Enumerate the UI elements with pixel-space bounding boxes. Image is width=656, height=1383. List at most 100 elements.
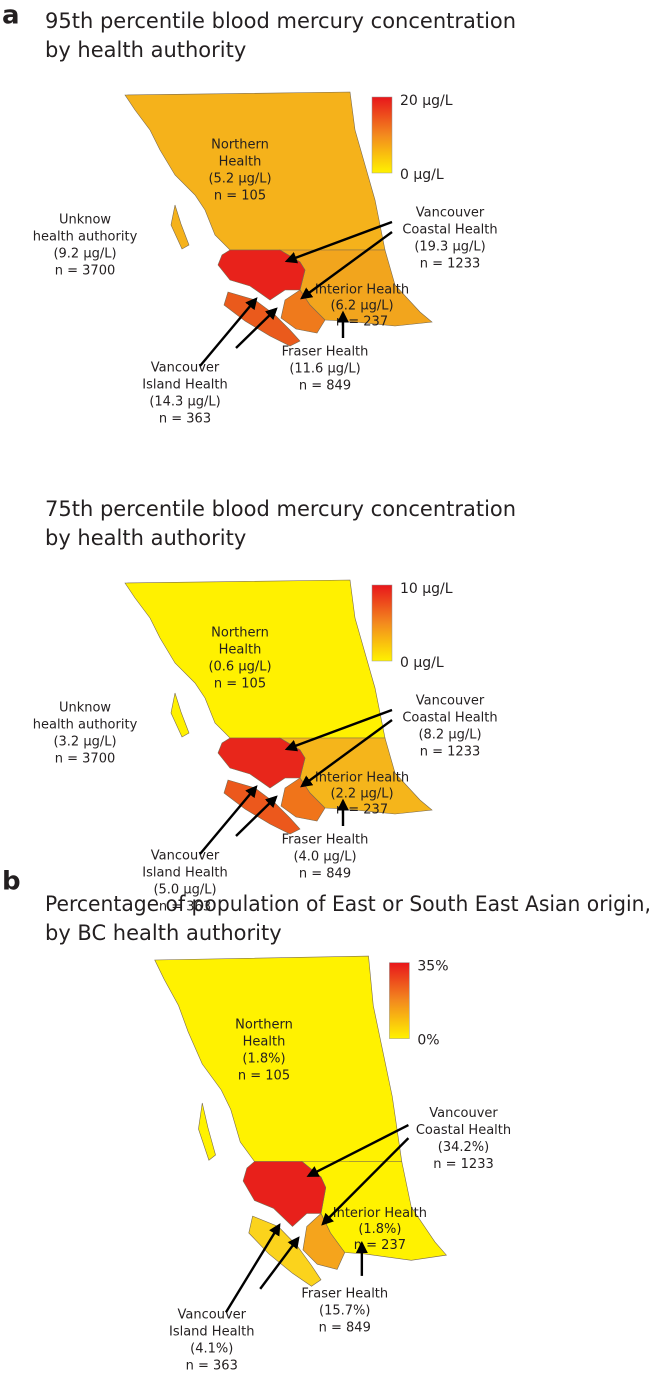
legend-gradient bbox=[389, 962, 410, 1039]
panel-title: by health authority bbox=[45, 526, 246, 550]
arrow bbox=[300, 719, 393, 788]
arrow bbox=[259, 1236, 300, 1290]
region-label: Unknow bbox=[59, 213, 111, 228]
region-label: (6.2 µg/L) bbox=[330, 299, 393, 314]
region-label: Fraser Health bbox=[301, 1287, 388, 1302]
region-label: (9.2 µg/L) bbox=[53, 247, 116, 262]
arrow bbox=[321, 1137, 410, 1226]
region-label: Vancouver bbox=[178, 1307, 247, 1322]
legend-min: 0% bbox=[417, 1033, 439, 1049]
region-label: n = 1233 bbox=[420, 745, 480, 760]
arrow bbox=[235, 795, 278, 837]
panel-letter: b bbox=[2, 867, 21, 897]
region-fraser bbox=[302, 1213, 346, 1270]
region-vancouver-coastal bbox=[217, 737, 306, 789]
region-label: (2.2 µg/L) bbox=[330, 787, 393, 802]
region-label: (14.3 µg/L) bbox=[149, 395, 220, 410]
legend-max: 10 µg/L bbox=[400, 581, 453, 597]
region-label: n = 105 bbox=[214, 189, 266, 204]
region-vancouver-island bbox=[248, 1215, 322, 1287]
region-label: (3.2 µg/L) bbox=[53, 735, 116, 750]
region-haida bbox=[198, 1102, 216, 1161]
panel-title: Percentage of population of East or Sout… bbox=[45, 892, 651, 916]
region-label: n = 1233 bbox=[433, 1157, 493, 1172]
region-label: Interior Health bbox=[315, 771, 409, 786]
region-label: Vancouver bbox=[429, 1106, 498, 1121]
region-label: n = 849 bbox=[299, 379, 351, 394]
region-label: (0.6 µg/L) bbox=[208, 660, 271, 675]
region-label: (1.8%) bbox=[358, 1222, 401, 1237]
legend-max: 20 µg/L bbox=[400, 93, 453, 109]
region-label: Northern bbox=[235, 1018, 293, 1033]
region-label: health authority bbox=[33, 230, 138, 245]
region-label: Vancouver bbox=[151, 361, 220, 376]
region-label: Coastal Health bbox=[402, 711, 497, 726]
legend-max: 35% bbox=[417, 959, 448, 975]
region-label: Interior Health bbox=[315, 283, 409, 298]
region-label: (5.2 µg/L) bbox=[208, 172, 271, 187]
region-label: n = 3700 bbox=[55, 752, 115, 767]
panel-title: 75th percentile blood mercury concentrat… bbox=[45, 497, 516, 521]
region-label: Island Health bbox=[142, 378, 228, 393]
region-label: Northern bbox=[211, 626, 269, 641]
region-label: health authority bbox=[33, 718, 138, 733]
region-label: Vancouver bbox=[151, 849, 220, 864]
region-haida bbox=[170, 692, 190, 738]
region-northern bbox=[154, 955, 403, 1178]
arrow bbox=[306, 1124, 409, 1177]
region-label: Vancouver bbox=[416, 694, 485, 709]
region-label: (8.2 µg/L) bbox=[418, 728, 481, 743]
region-label: (4.0 µg/L) bbox=[293, 850, 356, 865]
region-label: Island Health bbox=[169, 1324, 255, 1339]
region-label: Health bbox=[243, 1035, 286, 1050]
region-label: Fraser Health bbox=[282, 345, 369, 360]
region-fraser bbox=[280, 777, 326, 822]
arrow bbox=[284, 708, 393, 752]
region-label: Fraser Health bbox=[282, 833, 369, 848]
panel-letter: a bbox=[2, 1, 20, 31]
panel-title: by health authority bbox=[45, 38, 246, 62]
region-label: (15.7%) bbox=[319, 1304, 370, 1319]
legend-min: 0 µg/L bbox=[400, 655, 444, 671]
region-label: n = 363 bbox=[159, 900, 211, 915]
region-fraser bbox=[280, 289, 326, 334]
region-label: Island Health bbox=[142, 866, 228, 881]
region-label: n = 3700 bbox=[55, 264, 115, 279]
arrow bbox=[199, 785, 258, 855]
region-label: n = 849 bbox=[319, 1321, 371, 1336]
region-label: Interior Health bbox=[333, 1206, 427, 1221]
region-label: n = 363 bbox=[186, 1358, 238, 1373]
region-label: Coastal Health bbox=[402, 223, 497, 238]
arrow bbox=[235, 307, 278, 349]
legend-min: 0 µg/L bbox=[400, 167, 444, 183]
arrow bbox=[300, 231, 393, 300]
region-label: (1.8%) bbox=[242, 1052, 285, 1067]
region-label: (19.3 µg/L) bbox=[414, 240, 485, 255]
region-label: n = 1233 bbox=[420, 257, 480, 272]
region-vancouver-coastal bbox=[242, 1161, 327, 1227]
region-haida bbox=[170, 204, 190, 250]
region-label: (34.2%) bbox=[438, 1140, 489, 1155]
arrow bbox=[224, 1223, 281, 1313]
region-label: n = 363 bbox=[159, 412, 211, 427]
region-label: n = 105 bbox=[238, 1069, 290, 1084]
region-label: Health bbox=[219, 643, 262, 658]
legend-gradient bbox=[371, 96, 393, 174]
region-vancouver-coastal bbox=[217, 249, 306, 301]
arrow bbox=[284, 220, 393, 264]
region-label: Vancouver bbox=[416, 206, 485, 221]
region-label: Unknow bbox=[59, 701, 111, 716]
region-label: (11.6 µg/L) bbox=[289, 362, 360, 377]
region-label: Health bbox=[219, 155, 262, 170]
region-label: n = 849 bbox=[299, 867, 351, 882]
region-label: Coastal Health bbox=[416, 1123, 511, 1138]
panel-title: 95th percentile blood mercury concentrat… bbox=[45, 9, 516, 33]
region-label: (5.0 µg/L) bbox=[153, 883, 216, 898]
panel-title: by BC health authority bbox=[45, 921, 282, 945]
region-label: Northern bbox=[211, 138, 269, 153]
arrow bbox=[199, 297, 258, 367]
region-label: (4.1%) bbox=[190, 1341, 233, 1356]
legend-gradient bbox=[371, 584, 393, 662]
region-label: n = 105 bbox=[214, 677, 266, 692]
